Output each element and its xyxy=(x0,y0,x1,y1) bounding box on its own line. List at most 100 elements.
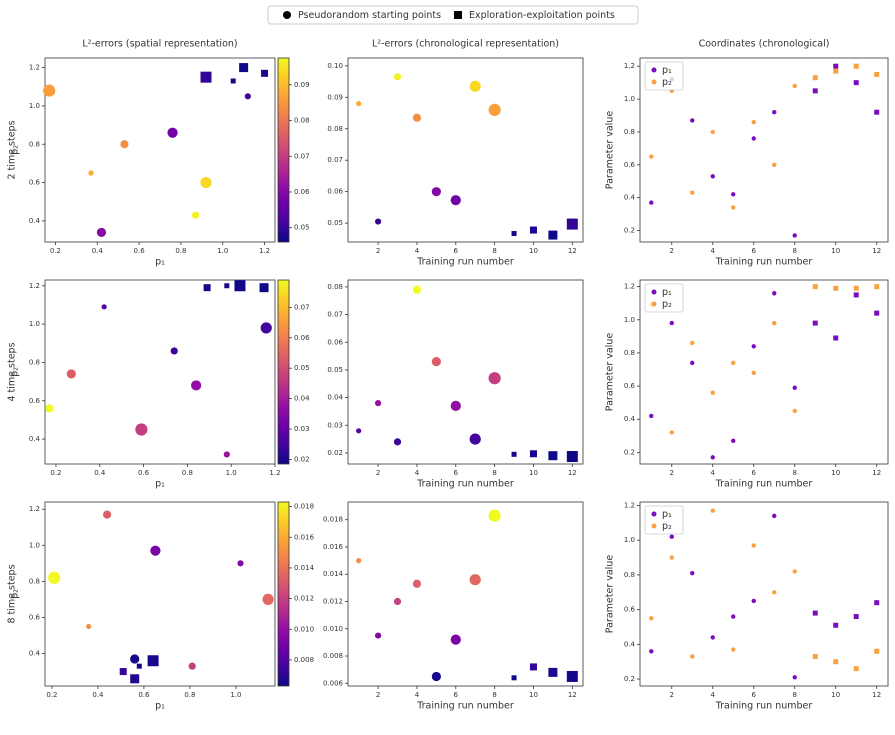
x-tick-label: 12 xyxy=(568,691,577,699)
colorbar-tick-label: 0.04 xyxy=(294,395,310,403)
chronological-point xyxy=(412,113,422,122)
y-tick-label: 0.2 xyxy=(624,448,635,456)
chronological-point xyxy=(450,195,461,206)
x-tick-label: 1.0 xyxy=(230,691,241,699)
p2-point xyxy=(792,83,797,89)
x-tick-label: 4 xyxy=(415,247,420,255)
y-tick-label: 0.8 xyxy=(624,571,635,579)
p2-point xyxy=(853,63,859,69)
y-axis-label: Parameter value xyxy=(605,111,616,190)
p1-point xyxy=(853,292,859,298)
coord-legend-label: p₁ xyxy=(662,65,672,76)
p1-point xyxy=(874,109,880,115)
chronological-point xyxy=(393,597,402,606)
p2-point xyxy=(833,285,839,291)
x-tick-label: 8 xyxy=(793,691,797,699)
y-tick-label: 1.2 xyxy=(624,283,635,291)
x-tick-label: 12 xyxy=(872,691,881,699)
p2-point xyxy=(710,508,715,513)
x-tick-label: 0.8 xyxy=(184,691,195,699)
p2-point xyxy=(874,71,880,77)
x-tick-label: 8 xyxy=(492,691,496,699)
y-tick-label: 0.6 xyxy=(29,613,41,621)
p2-point xyxy=(731,360,736,366)
legend-marker xyxy=(283,11,291,19)
y-axis-label: Parameter value xyxy=(605,333,616,412)
colorbar-tick-label: 0.09 xyxy=(294,81,310,89)
p2-point xyxy=(833,68,839,74)
p2-point xyxy=(792,569,797,574)
y-tick-label: 1.0 xyxy=(624,316,635,324)
p1-point xyxy=(772,291,777,296)
axes-frame xyxy=(347,279,584,465)
x-tick-label: 6 xyxy=(454,469,459,477)
legend-marker xyxy=(454,11,462,19)
x-tick-label: 10 xyxy=(529,469,538,477)
chronological-point xyxy=(488,103,501,116)
x-tick-label: 4 xyxy=(415,691,420,699)
x-axis-label: p₁ xyxy=(155,257,165,268)
x-tick-label: 12 xyxy=(568,469,577,477)
y-tick-label: 0.6 xyxy=(624,606,636,614)
y-tick-label: 1.0 xyxy=(29,541,40,549)
p2-point xyxy=(751,543,756,548)
y-tick-label: 1.2 xyxy=(29,64,40,72)
y-tick-label: 0.4 xyxy=(29,435,41,443)
p2-point xyxy=(751,370,756,376)
x-tick-label: 1.2 xyxy=(269,469,280,477)
p1-point xyxy=(690,360,695,366)
x-tick-label: 0.8 xyxy=(175,247,186,255)
chronological-point xyxy=(431,187,441,197)
colorbar-tick-label: 0.03 xyxy=(294,425,310,433)
x-tick-label: 2 xyxy=(376,469,380,477)
colorbar-tick-label: 0.07 xyxy=(294,152,310,160)
y-tick-label: 0.03 xyxy=(327,421,343,429)
x-tick-label: 2 xyxy=(670,469,674,477)
spatial-point xyxy=(103,510,112,519)
chronological-point xyxy=(566,218,578,230)
y-tick-label: 0.010 xyxy=(323,625,343,633)
x-axis-label: p₁ xyxy=(155,701,165,712)
x-tick-label: 6 xyxy=(752,247,757,255)
x-tick-label: 1.0 xyxy=(217,247,228,255)
chronological-point xyxy=(356,558,362,564)
p1-point xyxy=(853,80,859,86)
p1-point xyxy=(649,200,654,205)
spatial-point xyxy=(200,176,212,189)
x-axis-label: Training run number xyxy=(715,479,813,490)
y-tick-label: 0.008 xyxy=(323,652,343,660)
row-label: 4 time steps xyxy=(7,342,18,401)
p1-point xyxy=(690,118,695,123)
p2-point xyxy=(853,285,859,291)
spatial-point xyxy=(45,404,54,413)
y-axis-label: p₂ xyxy=(10,367,21,377)
p1-point xyxy=(833,63,839,69)
y-tick-label: 0.6 xyxy=(624,382,636,390)
chronological-point xyxy=(412,579,422,588)
axes-frame xyxy=(639,501,889,687)
y-tick-label: 0.8 xyxy=(29,577,40,585)
p1-point xyxy=(853,614,859,620)
spatial-point xyxy=(234,280,246,292)
p2-point xyxy=(690,190,695,195)
x-axis-label: Training run number xyxy=(715,257,813,268)
column-title: L²-errors (spatial representation) xyxy=(82,39,237,50)
x-tick-label: 1.0 xyxy=(226,469,237,477)
chronological-point xyxy=(469,574,481,586)
y-tick-label: 0.10 xyxy=(327,62,343,70)
p2-point xyxy=(690,340,695,346)
p1-point xyxy=(772,513,777,519)
x-tick-label: 4 xyxy=(711,247,716,255)
chronological-point xyxy=(469,433,481,445)
p1-point xyxy=(710,174,715,179)
y-tick-label: 1.0 xyxy=(624,95,635,103)
chronological-point xyxy=(548,451,558,461)
y-tick-label: 0.4 xyxy=(29,217,41,225)
p1-point xyxy=(833,622,839,628)
spatial-point xyxy=(130,654,140,664)
x-tick-label: 2 xyxy=(376,247,380,255)
p1-point xyxy=(649,649,654,654)
spatial-point xyxy=(259,283,269,293)
spatial-point xyxy=(96,227,107,238)
